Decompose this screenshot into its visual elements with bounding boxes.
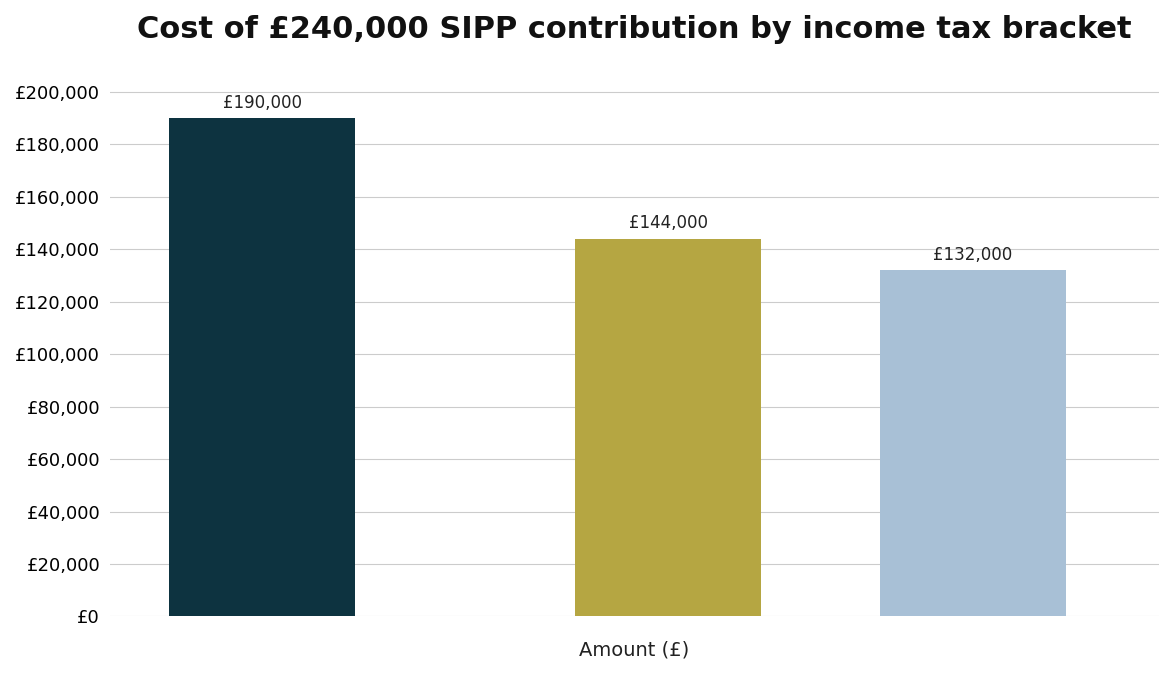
Bar	[575, 239, 761, 617]
Text: £190,000: £190,000	[223, 94, 302, 112]
Text: £144,000: £144,000	[629, 214, 708, 233]
Text: £132,000: £132,000	[933, 246, 1012, 264]
Title: Cost of £240,000 SIPP contribution by income tax bracket: Cost of £240,000 SIPP contribution by in…	[137, 15, 1132, 44]
Bar	[169, 118, 356, 617]
Bar	[879, 270, 1066, 617]
X-axis label: Amount (£): Amount (£)	[579, 640, 689, 659]
